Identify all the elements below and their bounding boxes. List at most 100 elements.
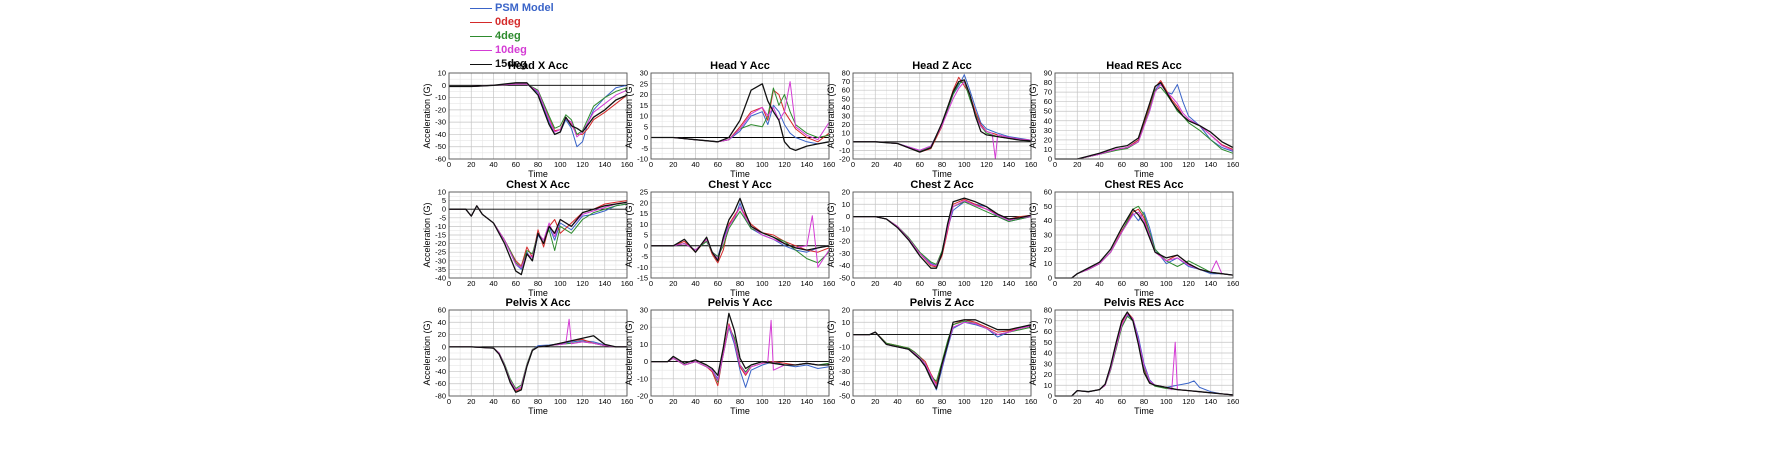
x-tick-label: 60 [714, 397, 722, 406]
x-tick-label: 120 [980, 279, 993, 288]
x-tick-label: 20 [871, 397, 879, 406]
y-tick-label: -10 [637, 263, 648, 272]
y-tick-label: 10 [640, 112, 648, 121]
x-tick-label: 80 [534, 160, 542, 169]
y-tick-label: 0 [442, 81, 446, 90]
x-tick-label: 0 [1053, 160, 1057, 169]
x-tick-label: 100 [756, 279, 769, 288]
series-line-15deg [853, 319, 1032, 390]
y-tick-label: -10 [839, 146, 850, 155]
legend-label: PSM Model [495, 2, 554, 14]
series-line-15deg [1055, 311, 1234, 397]
y-tick-label: -15 [435, 231, 446, 240]
y-tick-label: 40 [1044, 349, 1052, 358]
y-tick-label: 50 [1044, 202, 1052, 211]
x-tick-label: 160 [1025, 279, 1038, 288]
x-axis-label: Time [730, 169, 750, 179]
x-tick-label: 120 [1182, 397, 1195, 406]
x-tick-label: 100 [958, 397, 971, 406]
legend-swatch [470, 22, 492, 23]
y-tick-label: -10 [435, 93, 446, 102]
y-tick-label: 10 [842, 318, 850, 327]
x-tick-label: 0 [447, 279, 451, 288]
x-tick-label: 140 [598, 397, 611, 406]
y-tick-label: 10 [640, 220, 648, 229]
y-tick-label: -25 [435, 248, 446, 257]
legend-item-0deg: 0deg [470, 15, 620, 29]
x-tick-label: 100 [1160, 279, 1173, 288]
x-tick-label: 40 [691, 279, 699, 288]
chart-pelvis-x-acc: Pelvis X Acc 0 20 40 60 80 100 120 140 160 -80 -60 -… [422, 297, 633, 416]
x-tick-label: 120 [576, 397, 589, 406]
x-tick-label: 0 [649, 397, 653, 406]
chart-title: Pelvis X Acc [505, 297, 570, 309]
x-tick-label: 80 [736, 279, 744, 288]
x-tick-label: 0 [851, 160, 855, 169]
x-tick-label: 160 [1025, 160, 1038, 169]
y-tick-label: 10 [1044, 259, 1052, 268]
x-tick-label: 40 [489, 397, 497, 406]
y-tick-label: 60 [438, 306, 446, 315]
x-tick-label: 20 [669, 397, 677, 406]
x-axis-label: Time [1134, 406, 1154, 416]
y-tick-label: 30 [1044, 359, 1052, 368]
y-axis-label: Acceleration (G) [422, 202, 432, 267]
x-tick-label: 20 [467, 279, 475, 288]
y-tick-label: 10 [842, 129, 850, 138]
series-line-15deg [853, 197, 1032, 269]
chart-title: Pelvis Z Acc [910, 297, 974, 309]
y-tick-label: -50 [435, 142, 446, 151]
y-tick-label: 30 [640, 69, 648, 78]
x-tick-label: 160 [1227, 279, 1240, 288]
chart-title: Pelvis Y Acc [708, 297, 773, 309]
series-line-15deg [853, 79, 1032, 153]
y-tick-label: 10 [1044, 381, 1052, 390]
x-tick-label: 60 [1118, 397, 1126, 406]
x-tick-label: 20 [1073, 160, 1081, 169]
series-line-15deg [449, 82, 628, 136]
x-tick-label: 60 [714, 160, 722, 169]
y-tick-label: 20 [438, 330, 446, 339]
plot-frame [1054, 72, 1234, 160]
x-tick-label: 40 [691, 397, 699, 406]
x-tick-label: 60 [1118, 279, 1126, 288]
chart-title: Chest Y Acc [708, 179, 771, 191]
x-tick-label: 100 [554, 397, 567, 406]
y-tick-label: 70 [1044, 316, 1052, 325]
x-tick-label: 80 [736, 397, 744, 406]
x-tick-label: 40 [893, 397, 901, 406]
y-tick-label: 20 [640, 90, 648, 99]
x-tick-label: 60 [512, 397, 520, 406]
y-tick-label: 25 [640, 188, 648, 197]
y-tick-label: -40 [435, 274, 446, 283]
x-tick-label: 160 [621, 397, 634, 406]
y-tick-label: 0 [846, 330, 850, 339]
x-tick-label: 140 [598, 160, 611, 169]
y-tick-label: 40 [842, 103, 850, 112]
y-tick-label: 10 [438, 69, 446, 78]
x-tick-label: 120 [576, 160, 589, 169]
x-tick-label: 140 [1002, 397, 1015, 406]
x-tick-label: 80 [938, 160, 946, 169]
x-tick-label: 0 [851, 279, 855, 288]
y-tick-label: -50 [839, 274, 850, 283]
y-tick-label: 0 [644, 357, 648, 366]
y-axis-label: Acceleration (G) [624, 83, 634, 148]
x-tick-label: 160 [823, 279, 836, 288]
series-line-15deg [1055, 208, 1234, 279]
y-tick-label: -60 [435, 379, 446, 388]
y-tick-label: -40 [839, 379, 850, 388]
plot-frame [448, 72, 628, 160]
y-tick-label: 0 [644, 241, 648, 250]
y-axis-label: Acceleration (G) [1028, 320, 1038, 385]
chart-title: Head X Acc [508, 60, 568, 72]
y-tick-label: 10 [842, 200, 850, 209]
x-tick-label: 20 [871, 160, 879, 169]
plot-frame [852, 191, 1032, 279]
x-tick-label: 60 [916, 160, 924, 169]
x-tick-label: 140 [1204, 160, 1217, 169]
y-tick-label: 10 [640, 340, 648, 349]
